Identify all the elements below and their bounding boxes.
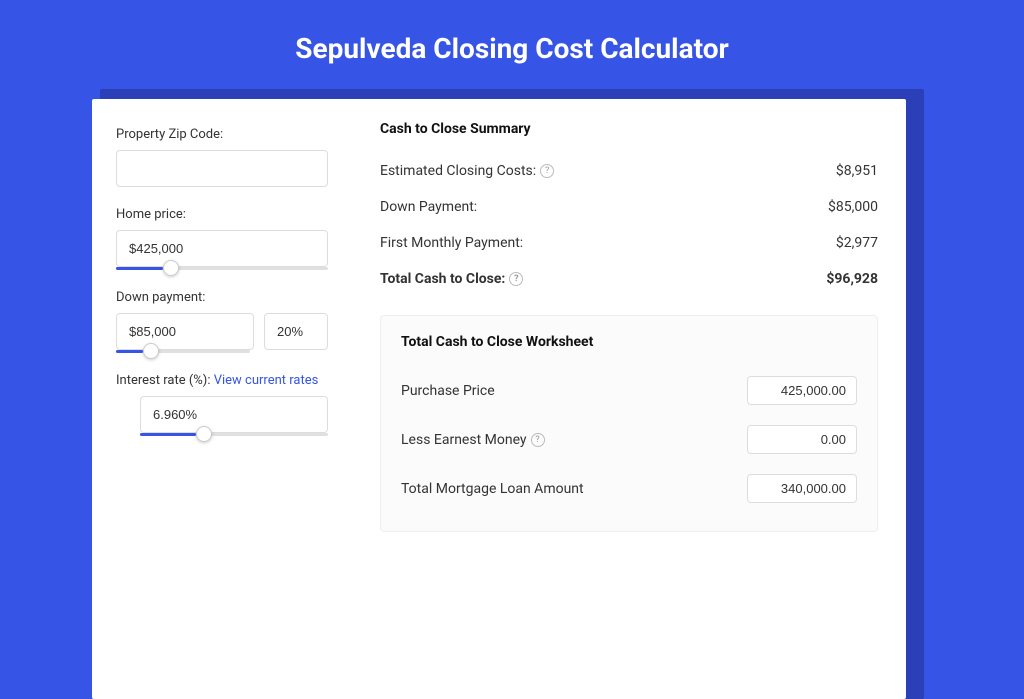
summary-row-label: Estimated Closing Costs:? bbox=[380, 163, 554, 179]
summary-total-label: Total Cash to Close:? bbox=[380, 271, 523, 287]
down-payment-input[interactable] bbox=[116, 313, 254, 350]
down-payment-pct-input[interactable] bbox=[264, 313, 328, 350]
down-payment-slider-fill bbox=[116, 350, 143, 353]
results-main: Cash to Close Summary Estimated Closing … bbox=[352, 99, 906, 699]
summary-row-label: Down Payment: bbox=[380, 199, 477, 215]
zip-label: Property Zip Code: bbox=[116, 127, 328, 142]
summary-row: Estimated Closing Costs:? $8,951 bbox=[380, 153, 878, 189]
summary-row-value: $85,000 bbox=[828, 199, 878, 215]
worksheet-row-label: Less Earnest Money? bbox=[401, 432, 545, 448]
page-title: Sepulveda Closing Cost Calculator bbox=[0, 0, 1024, 89]
worksheet-row: Purchase Price bbox=[401, 366, 857, 415]
help-icon[interactable]: ? bbox=[509, 272, 523, 286]
summary-total-row: Total Cash to Close:? $96,928 bbox=[380, 261, 878, 297]
down-payment-label: Down payment: bbox=[116, 290, 328, 305]
worksheet-row: Total Mortgage Loan Amount bbox=[401, 464, 857, 513]
interest-slider-fill bbox=[140, 433, 196, 436]
worksheet-row-input[interactable] bbox=[747, 425, 857, 454]
summary-title: Cash to Close Summary bbox=[380, 121, 878, 137]
home-price-field: Home price: bbox=[116, 207, 328, 270]
home-price-slider[interactable] bbox=[116, 267, 328, 270]
summary-row-value: $8,951 bbox=[836, 163, 878, 179]
down-payment-field: Down payment: bbox=[116, 290, 328, 353]
interest-field: Interest rate (%): View current rates bbox=[116, 373, 328, 436]
zip-input[interactable] bbox=[116, 150, 328, 187]
summary-total-value: $96,928 bbox=[826, 271, 878, 287]
down-payment-slider-thumb[interactable] bbox=[143, 343, 159, 359]
home-price-input[interactable] bbox=[116, 230, 328, 267]
down-payment-slider[interactable] bbox=[116, 350, 250, 353]
worksheet-row-label: Purchase Price bbox=[401, 383, 495, 399]
interest-label-text: Interest rate (%): bbox=[116, 373, 214, 388]
input-sidebar: Property Zip Code: Home price: Down paym… bbox=[92, 99, 352, 699]
interest-input[interactable] bbox=[140, 396, 328, 433]
interest-label: Interest rate (%): View current rates bbox=[116, 373, 328, 388]
calculator-shadow: Property Zip Code: Home price: Down paym… bbox=[100, 89, 924, 699]
zip-field: Property Zip Code: bbox=[116, 127, 328, 187]
summary-row-value: $2,977 bbox=[836, 235, 878, 251]
help-icon[interactable]: ? bbox=[540, 164, 554, 178]
worksheet-title: Total Cash to Close Worksheet bbox=[401, 334, 857, 350]
calculator-card: Property Zip Code: Home price: Down paym… bbox=[92, 99, 906, 699]
home-price-slider-fill bbox=[116, 267, 163, 270]
summary-row-label: First Monthly Payment: bbox=[380, 235, 523, 251]
worksheet-row: Less Earnest Money? bbox=[401, 415, 857, 464]
worksheet-section: Total Cash to Close Worksheet Purchase P… bbox=[380, 315, 878, 532]
worksheet-row-label: Total Mortgage Loan Amount bbox=[401, 481, 584, 497]
home-price-slider-thumb[interactable] bbox=[163, 260, 179, 276]
worksheet-row-input[interactable] bbox=[747, 376, 857, 405]
summary-row: Down Payment: $85,000 bbox=[380, 189, 878, 225]
view-rates-link[interactable]: View current rates bbox=[214, 373, 319, 388]
interest-slider-thumb[interactable] bbox=[196, 426, 212, 442]
worksheet-row-input[interactable] bbox=[747, 474, 857, 503]
help-icon[interactable]: ? bbox=[531, 433, 545, 447]
interest-slider[interactable] bbox=[140, 433, 328, 436]
home-price-label: Home price: bbox=[116, 207, 328, 222]
summary-row: First Monthly Payment: $2,977 bbox=[380, 225, 878, 261]
